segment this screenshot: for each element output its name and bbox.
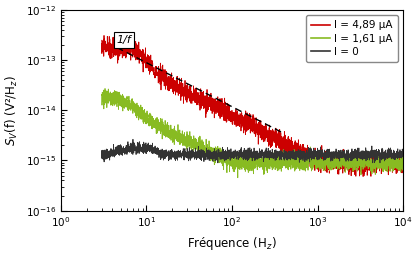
Legend: I = 4,89 µA, I = 1,61 µA, I = 0: I = 4,89 µA, I = 1,61 µA, I = 0 — [306, 15, 398, 62]
I = 4,89 µA — [99, 39, 104, 42]
X-axis label: Fréquence (H$_z$): Fréquence (H$_z$) — [187, 235, 277, 252]
I = 0 — [151, 146, 156, 149]
I = 4,89 µA — [101, 34, 106, 37]
I = 4,89 µA — [395, 163, 400, 166]
I = 4,89 µA — [228, 120, 233, 123]
Line: I = 1,61 µA: I = 1,61 µA — [102, 89, 403, 178]
I = 1,61 µA — [401, 158, 406, 162]
I = 0 — [215, 152, 220, 155]
I = 1,61 µA — [99, 93, 104, 96]
I = 4,89 µA — [362, 157, 367, 161]
I = 4,89 µA — [361, 175, 366, 178]
I = 1,61 µA — [103, 87, 108, 90]
I = 0 — [401, 152, 406, 155]
I = 1,61 µA — [362, 166, 367, 169]
I = 4,89 µA — [401, 155, 406, 158]
I = 0 — [99, 156, 104, 159]
I = 1,61 µA — [395, 161, 400, 164]
I = 4,89 µA — [215, 107, 220, 110]
Y-axis label: $S_V$(f) (V²/H$_z$): $S_V$(f) (V²/H$_z$) — [4, 75, 20, 146]
I = 1,61 µA — [215, 148, 220, 152]
I = 1,61 µA — [134, 104, 139, 107]
I = 1,61 µA — [151, 119, 156, 122]
I = 1,61 µA — [235, 176, 240, 179]
Text: 1/f: 1/f — [117, 35, 131, 45]
I = 0 — [362, 151, 367, 154]
Line: I = 0: I = 0 — [102, 139, 403, 163]
I = 4,89 µA — [134, 46, 139, 49]
I = 4,89 µA — [151, 67, 156, 70]
I = 1,61 µA — [228, 163, 233, 166]
I = 0 — [215, 161, 220, 164]
I = 0 — [228, 154, 233, 157]
I = 0 — [131, 138, 136, 141]
Line: I = 4,89 µA: I = 4,89 µA — [102, 36, 403, 176]
I = 0 — [395, 149, 400, 152]
I = 0 — [134, 148, 139, 151]
